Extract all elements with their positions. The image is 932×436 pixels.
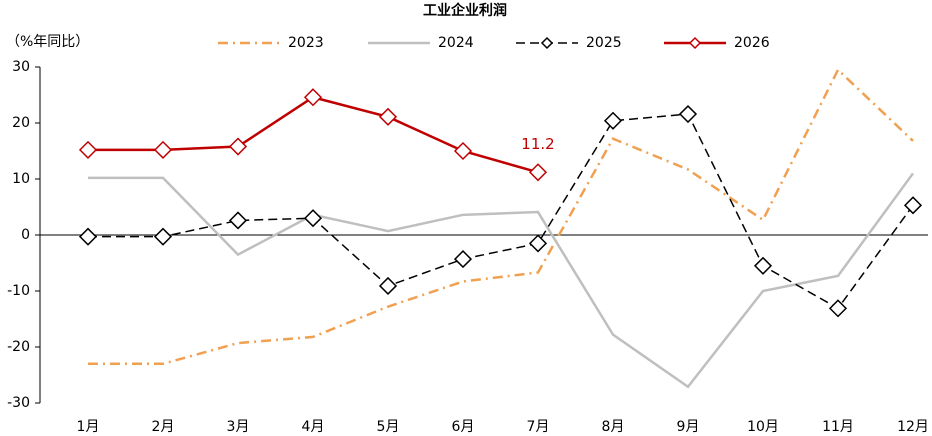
marker bbox=[903, 196, 923, 215]
marker bbox=[228, 211, 248, 230]
line-2024 bbox=[88, 172, 915, 389]
line-2023 bbox=[88, 67, 914, 366]
marker bbox=[453, 141, 473, 161]
y-tick-label: 20 bbox=[12, 115, 30, 131]
marker bbox=[828, 299, 848, 318]
x-tick-label: 8月 bbox=[602, 419, 625, 435]
y-tick-label: -20 bbox=[7, 339, 30, 355]
line-2026 bbox=[88, 95, 539, 174]
y-tick-label: 0 bbox=[21, 227, 30, 243]
marker bbox=[753, 256, 773, 275]
x-tick-label: 10月 bbox=[747, 419, 779, 435]
x-tick-label: 9月 bbox=[677, 419, 700, 435]
legend-label: 2026 bbox=[734, 35, 770, 51]
line-2025 bbox=[88, 113, 914, 310]
marker bbox=[678, 104, 698, 124]
marker bbox=[228, 137, 248, 156]
y-tick-label: -10 bbox=[7, 283, 30, 299]
legend-marker bbox=[688, 36, 702, 50]
marker bbox=[528, 163, 548, 182]
marker bbox=[528, 234, 548, 253]
x-tick-label: 11月 bbox=[822, 419, 854, 435]
data-label: 11.2 bbox=[521, 135, 554, 153]
marker bbox=[378, 276, 398, 296]
marker bbox=[303, 209, 323, 228]
x-tick-label: 3月 bbox=[227, 419, 250, 435]
marker bbox=[603, 111, 623, 130]
x-tick-label: 4月 bbox=[302, 419, 325, 435]
marker bbox=[378, 107, 398, 126]
x-tick-label: 2月 bbox=[152, 419, 175, 435]
y-axis-label: （%年同比） bbox=[6, 34, 89, 50]
chart-title: 工业企业利润 bbox=[423, 2, 507, 19]
marker bbox=[153, 140, 173, 159]
legend-label: 2024 bbox=[438, 35, 474, 51]
marker bbox=[153, 227, 173, 246]
legend-label: 2025 bbox=[586, 35, 622, 51]
legend-marker bbox=[540, 36, 554, 50]
y-tick-label: 30 bbox=[12, 59, 30, 75]
marker bbox=[78, 140, 98, 159]
marker bbox=[453, 250, 473, 269]
x-tick-label: 5月 bbox=[377, 419, 400, 435]
x-tick-label: 6月 bbox=[452, 419, 475, 435]
x-tick-label: 12月 bbox=[897, 419, 929, 435]
y-tick-label: 10 bbox=[12, 171, 30, 187]
y-tick-label: -30 bbox=[7, 395, 30, 411]
x-tick-label: 7月 bbox=[527, 419, 550, 435]
marker bbox=[303, 88, 323, 107]
marker bbox=[78, 227, 98, 246]
legend-label: 2023 bbox=[288, 35, 324, 51]
x-tick-label: 1月 bbox=[77, 419, 100, 435]
